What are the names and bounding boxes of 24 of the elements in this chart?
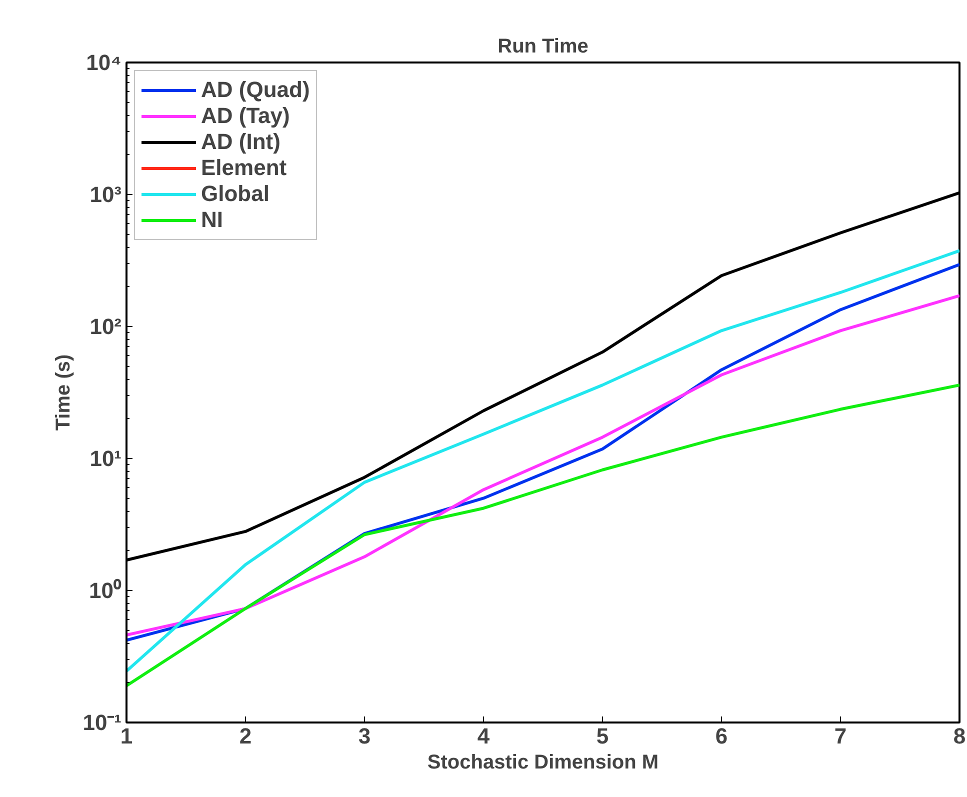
- legend-label: AD (Int): [201, 129, 280, 155]
- x-tick-label: 2: [239, 724, 252, 748]
- legend-label: AD (Quad): [201, 77, 310, 103]
- y-axis-title: Time (s): [52, 354, 75, 431]
- x-tick-label: 8: [953, 724, 966, 748]
- legend-label: NI: [201, 207, 223, 233]
- y-tick-label: 10²: [90, 314, 122, 339]
- legend-label: AD (Tay): [201, 103, 290, 129]
- y-tick-label: 10⁻¹: [82, 710, 122, 735]
- y-tick-label: 10⁰: [89, 578, 122, 603]
- y-tick-label: 10¹: [90, 446, 122, 471]
- x-axis-title: Stochastic Dimension M: [427, 752, 659, 774]
- y-tick-label: 10³: [90, 182, 122, 207]
- line-series: [126, 384, 960, 688]
- legend-label: Element: [201, 155, 287, 181]
- x-tick-label: 6: [715, 724, 728, 748]
- x-tick-label: 5: [596, 724, 609, 748]
- legend-label: Global: [201, 181, 270, 207]
- x-tick-label: 1: [120, 724, 133, 748]
- chart-title: Run Time: [498, 36, 588, 58]
- x-tick-label: 7: [834, 724, 847, 748]
- x-tick-label: 4: [477, 724, 490, 748]
- y-tick-label: 10⁴: [86, 50, 122, 75]
- x-tick-label: 3: [358, 724, 371, 748]
